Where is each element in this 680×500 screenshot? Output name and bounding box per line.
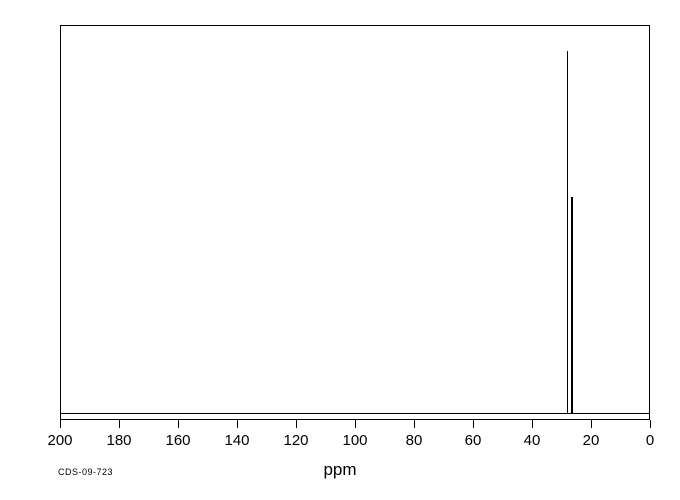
x-tick-label: 160 bbox=[165, 432, 190, 449]
x-tick bbox=[532, 420, 533, 428]
footer-id: CDS-09-723 bbox=[58, 467, 113, 477]
x-tick bbox=[60, 420, 61, 428]
x-tick-label: 40 bbox=[524, 432, 541, 449]
x-tick-label: 100 bbox=[342, 432, 367, 449]
x-tick-label: 120 bbox=[283, 432, 308, 449]
x-tick-label: 140 bbox=[224, 432, 249, 449]
x-tick-label: 0 bbox=[646, 432, 654, 449]
x-tick-label: 20 bbox=[583, 432, 600, 449]
spectrum-baseline bbox=[61, 413, 649, 414]
x-tick-label: 200 bbox=[47, 432, 72, 449]
x-tick bbox=[237, 420, 238, 428]
x-tick-label: 80 bbox=[406, 432, 423, 449]
x-tick bbox=[650, 420, 651, 428]
spectrum-peak bbox=[571, 197, 573, 414]
x-tick bbox=[355, 420, 356, 428]
x-axis-tick-labels: 200180160140120100806040200 bbox=[60, 432, 650, 452]
x-tick bbox=[296, 420, 297, 428]
spectrum-peak bbox=[567, 51, 569, 414]
x-axis-ticks bbox=[60, 420, 650, 430]
x-tick bbox=[178, 420, 179, 428]
x-tick-label: 180 bbox=[106, 432, 131, 449]
x-axis-label: ppm bbox=[323, 460, 356, 480]
x-tick bbox=[414, 420, 415, 428]
spectrum-plot-area bbox=[60, 25, 650, 420]
x-tick bbox=[473, 420, 474, 428]
x-tick-label: 60 bbox=[465, 432, 482, 449]
x-tick bbox=[119, 420, 120, 428]
x-tick bbox=[591, 420, 592, 428]
